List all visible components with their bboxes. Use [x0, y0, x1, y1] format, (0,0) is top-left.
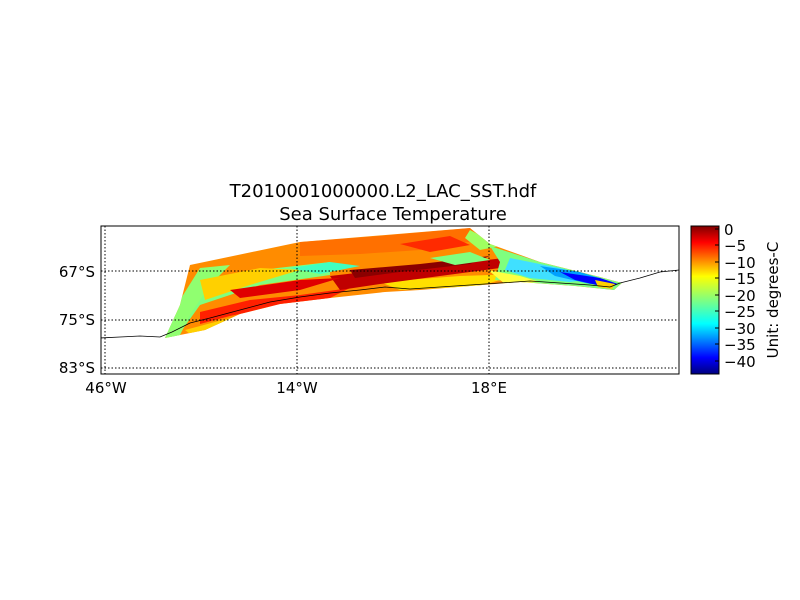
lat-label-75s: 75°S: [59, 311, 95, 329]
colorbar-unit-label: Unit: degrees-C: [764, 242, 782, 359]
colorbar-tick-2: −10: [724, 254, 756, 272]
sst-swath: [165, 228, 622, 338]
lon-label-46w: 46°W: [85, 379, 127, 397]
colorbar-tick-6: −30: [724, 320, 756, 338]
map-frame: [100, 225, 680, 375]
colorbar: 0 −5 −10 −15 −20 −25 −30 −35 −40 Unit: d…: [690, 221, 782, 375]
figure-title-variable: Sea Surface Temperature: [279, 204, 507, 225]
colorbar-tick-4: −20: [724, 287, 756, 305]
colorbar-tick-8: −40: [724, 353, 756, 371]
figure-title-filename: T2010001000000.L2_LAC_SST.hdf: [229, 181, 537, 202]
lon-label-14w: 14°W: [276, 379, 318, 397]
map-plot-area: [101, 226, 679, 374]
lat-label-67s: 67°S: [59, 263, 95, 281]
lon-label-18e: 18°E: [471, 379, 507, 397]
colorbar-gradient: [690, 225, 720, 375]
colorbar-tick-5: −25: [724, 303, 756, 321]
gridlines: [101, 226, 679, 374]
colorbar-tick-7: −35: [724, 336, 756, 354]
colorbar-tick-0: 0: [724, 221, 734, 239]
colorbar-tick-1: −5: [724, 237, 746, 255]
lat-label-83s: 83°S: [59, 359, 95, 377]
coastline: [101, 269, 679, 339]
colorbar-tick-3: −15: [724, 270, 756, 288]
